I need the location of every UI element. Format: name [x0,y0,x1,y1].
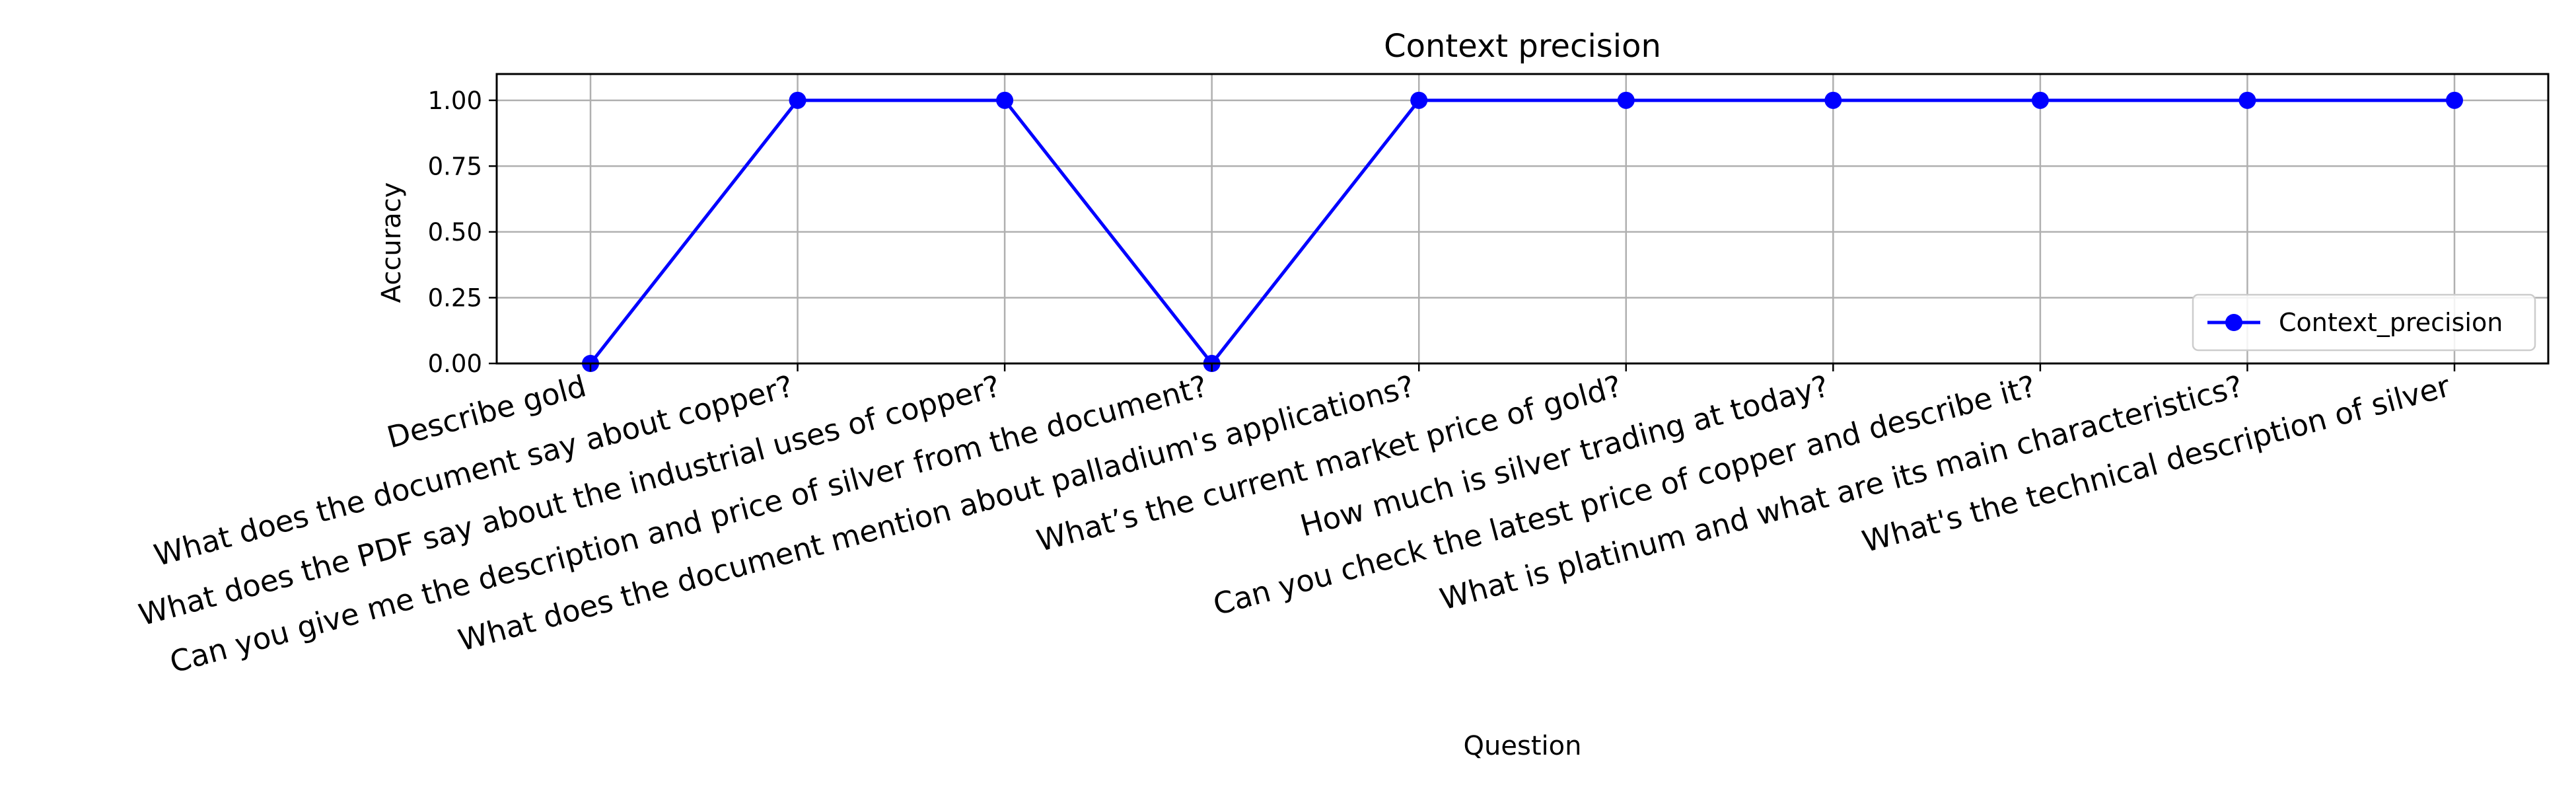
plot-frame [495,73,2550,365]
legend-box [2192,293,2536,352]
legend-marker [2225,314,2242,331]
series-line [589,98,2454,365]
legend-label: Context_precision [2279,308,2503,337]
data-point [1617,91,1635,109]
data-point [996,91,1014,109]
y-tick-label: 0.50 [428,218,482,246]
y-tick-label: 0.00 [428,350,482,378]
data-point [1410,91,1428,109]
y-tick-label: 0.25 [428,283,482,312]
series-layer [582,91,2463,372]
chart-title: Context precision [1384,28,1661,65]
x-axis-label: Question [1464,731,1582,761]
legend: Context_precision [2192,293,2536,352]
y-axis-label: Accuracy [376,182,407,303]
data-point [1824,91,1842,109]
y-axis: 0.00 0.25 0.50 0.75 1.00 [428,87,497,378]
y-tick-label: 1.00 [428,87,482,115]
data-point [2446,91,2463,109]
data-point [2238,91,2256,109]
y-tick-label: 0.75 [428,152,482,180]
data-point [789,91,806,109]
data-point [2031,91,2049,109]
